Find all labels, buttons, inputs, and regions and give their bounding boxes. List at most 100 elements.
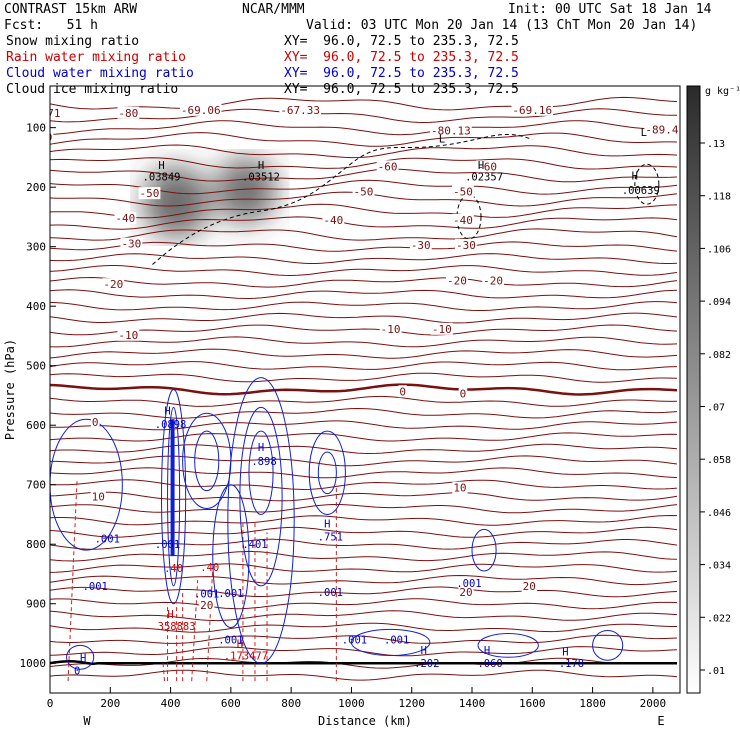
- isotherm-line: [50, 634, 678, 644]
- temperature-label-bg: [452, 213, 474, 226]
- plot-frame: [49, 85, 681, 694]
- temperature-label: 10: [453, 482, 466, 495]
- extremum-label: H: [632, 170, 638, 182]
- extremum-label: .02357: [465, 171, 503, 183]
- isotherm-line: [50, 550, 678, 562]
- isotherm-line: [50, 241, 678, 252]
- cloud-water-contour: [248, 430, 274, 515]
- temperature-label: 0: [460, 388, 467, 401]
- temperature-label: 20: [200, 599, 213, 612]
- temperature-label-bg: [521, 579, 537, 592]
- temperature-label: -10: [381, 323, 401, 336]
- temperature-label-bg: [455, 238, 477, 251]
- institution-label: NCAR/MMM: [242, 2, 305, 17]
- extremum-label: .001: [342, 634, 367, 646]
- y-tick-label: 900: [26, 598, 46, 611]
- temperature-label-bg: [409, 238, 432, 251]
- y-axis-label: Pressure (hPa): [3, 339, 17, 440]
- colorbar-tick-label: .094: [707, 297, 731, 308]
- temperature-label-bg: [511, 103, 554, 116]
- snow-maximum-patch: [215, 157, 277, 223]
- temperature-label: -69.16: [512, 104, 552, 117]
- extremum-label: .173477: [224, 651, 268, 663]
- temperature-label: -40: [453, 214, 473, 227]
- field-name: Cloud ice mixing ratio: [6, 82, 179, 97]
- temperature-label-bg: [430, 124, 472, 137]
- isotherm-line: [50, 455, 678, 467]
- extremum-label: L: [439, 133, 445, 145]
- temperature-label-bg: [117, 328, 140, 341]
- colorbar-tick-label: .034: [707, 561, 731, 572]
- field-cross-section-coords: XY= 96.0, 72.5 to 235.3, 72.5: [284, 66, 519, 81]
- isotherm-line: [50, 168, 678, 183]
- isotherm-line: [50, 610, 678, 622]
- x-tick-label: 800: [281, 697, 301, 710]
- extremum-label: H: [421, 645, 427, 657]
- temperature-label-bg: [376, 160, 399, 173]
- isotherm-line: [50, 253, 678, 264]
- isotherm-line: [50, 312, 678, 324]
- axes: 0 200 400 600 800 1000 1200 1400 1600 1800 2000100…: [3, 122, 666, 728]
- rain-water-contour: [191, 579, 199, 682]
- extremum-label: H: [237, 639, 243, 651]
- temperature-label: -20: [483, 275, 503, 288]
- forecast-hour: Fcst: 51 h: [4, 18, 98, 33]
- field-name: Cloud water mixing ratio: [6, 66, 194, 81]
- temperature-label: -30: [456, 239, 476, 252]
- cloud-ice-contour: [456, 194, 482, 240]
- isotherm-line: [50, 538, 678, 550]
- temperature-label-bg: [117, 106, 140, 119]
- isotherm-line: [50, 432, 678, 442]
- isotherm-line: [50, 361, 678, 371]
- isotherm-line: [50, 504, 678, 514]
- zero-isotherm: [50, 383, 678, 396]
- isotherm-line: [50, 563, 678, 573]
- rain-water-contour: [162, 663, 166, 682]
- field-cross-section-coords: XY= 96.0, 72.5 to 235.3, 72.5: [284, 82, 519, 97]
- colorbar-tick-label: .01: [707, 666, 725, 677]
- isotherm-line: [50, 586, 678, 598]
- temperature-label: 0: [92, 416, 99, 429]
- x-tick-label: 1400: [459, 697, 486, 710]
- isotherm-line: [50, 108, 678, 124]
- temperature-label: -40: [115, 212, 135, 225]
- colorbar: .01 .022 .034 .046 .058 .07 .082 .094 .106 .118 .1…: [686, 85, 740, 694]
- extremum-label: .401: [242, 539, 267, 551]
- field-cross-section-coords: XY= 96.0, 72.5 to 235.3, 72.5: [284, 34, 519, 49]
- cloud-ice-contour: [152, 133, 533, 265]
- isotherm-line: [50, 467, 678, 479]
- isotherm-line: [50, 479, 678, 491]
- temperature-label-bg: [379, 322, 402, 335]
- temperature-label-bg: [90, 416, 100, 429]
- isotherm-line: [50, 526, 678, 538]
- isotherm-line: [50, 348, 678, 359]
- temperature-label-bg: [446, 274, 468, 287]
- temperature-label: 20: [523, 580, 536, 593]
- temperature-label-bg: [179, 103, 222, 116]
- colorbar-tick-label: .106: [707, 244, 731, 255]
- field-cross-section-coords: XY= 96.0, 72.5 to 235.3, 72.5: [284, 50, 519, 65]
- temperature-label-bg: [322, 213, 345, 226]
- temperature-label-bg: [458, 585, 474, 598]
- isotherm-line: [50, 144, 678, 159]
- temperature-label: -50: [453, 185, 473, 198]
- x-tick-label: 1200: [398, 697, 425, 710]
- extremum-label: .40: [200, 562, 219, 574]
- temperature-label: -30: [411, 239, 431, 252]
- extremum-label: 0: [74, 665, 80, 677]
- contour-labels: 67.71 -80 -69.06 -67.33 -80.13 -69.16 -89.4 -80…: [50, 103, 680, 677]
- cloud-water-contour: [477, 632, 539, 658]
- extremum-label: .00639: [622, 185, 660, 197]
- x-tick-label: 0: [47, 697, 54, 710]
- temperature-label: -30: [121, 238, 141, 251]
- extremum-label: .001: [95, 533, 120, 545]
- temperature-label-bg: [452, 481, 468, 494]
- extremum-label: H: [484, 645, 490, 657]
- isotherm-line: [50, 324, 678, 336]
- x-tick-label: 400: [161, 697, 181, 710]
- cloud-water-contour: [308, 430, 346, 515]
- isotherm-line: [50, 514, 678, 526]
- temperature-label-bg: [199, 598, 215, 611]
- y-tick-label: 800: [26, 538, 46, 551]
- temperature-label-bg: [50, 131, 54, 144]
